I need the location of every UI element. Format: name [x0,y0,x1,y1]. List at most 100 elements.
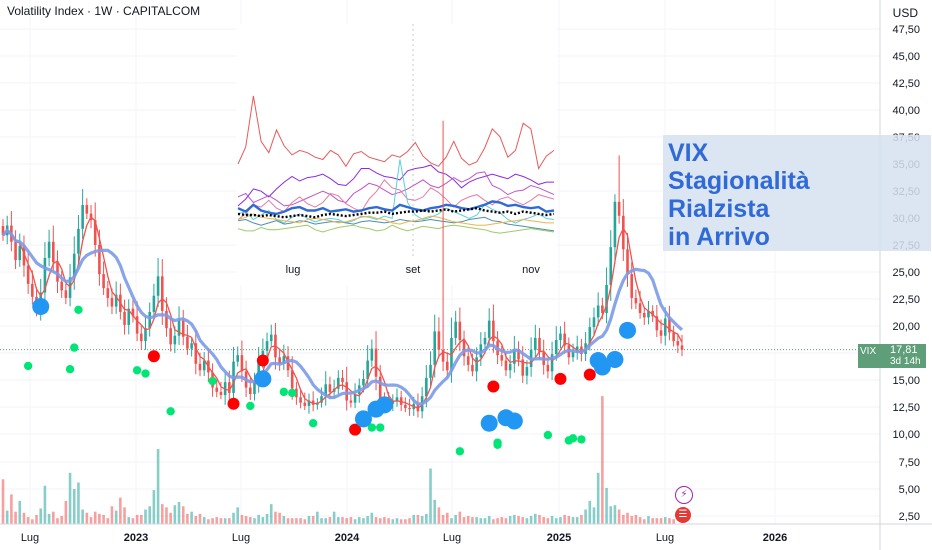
volume-bar [416,514,420,524]
y-tick-label: 10,00 [892,429,920,441]
blue-signal-dot [619,321,637,339]
candle-body [676,341,680,346]
volume-bar [14,511,17,524]
volume-bar [504,518,508,524]
candle-body [391,400,395,404]
price-axis[interactable]: 47,5045,0042,5040,0037,5035,0032,5030,00… [879,0,920,550]
volume-bar [529,516,533,524]
candle-body [680,345,684,350]
volume-bar [592,507,596,524]
seasonal-series-line [237,200,555,216]
candle-body [114,294,118,307]
candle-body [18,246,22,261]
green-signal-dot [166,407,175,416]
volume-bar [211,518,214,524]
candle-body [437,331,441,350]
volume-bar [441,514,445,524]
volume-bar [135,514,139,524]
seasonal-series-line [237,216,555,232]
candle-body [43,257,47,293]
candle-body [72,253,76,278]
y-tick-label: 12,50 [892,402,920,414]
candle-body [181,320,185,337]
green-signal-dot [208,376,217,386]
volume-bar [584,509,587,524]
price-tag-countdown: 3d 14h [890,356,921,367]
green-signal-dot [367,423,377,432]
lightning-icon[interactable]: ⚡ [675,486,693,504]
candle-body [51,241,55,263]
y-tick-label: 40,00 [892,105,920,117]
y-tick-label: 25,00 [892,267,920,279]
candle-body [165,310,168,329]
candle-body [328,384,332,392]
green-signal-dot [455,447,465,456]
volume-bar [81,509,84,524]
candle-body [571,351,575,358]
volume-bar [148,506,151,524]
candle-body [320,396,323,403]
seasonal-series-line [237,95,555,170]
candle-body [466,356,470,365]
volume-bar [487,516,491,524]
volume-bar [290,518,294,524]
annotation-line: in Arrivo [668,223,770,251]
candle-body [546,364,550,372]
candle-body [240,355,244,372]
volume-bar [668,518,671,524]
volume-bar [513,514,516,524]
volume-bar [265,513,269,524]
candle-body [257,360,260,382]
volume-bar [269,504,273,524]
candle-body [190,343,193,349]
candle-body [525,367,529,376]
volume-bar [119,497,122,524]
candle-body [248,387,252,395]
y-tick-label: 45,00 [892,51,920,63]
price-tag[interactable]: VIX 17,81 3d 14h [858,344,926,368]
volume-bar [144,509,147,524]
candle-body [592,317,596,328]
candle-body [626,249,629,275]
volume-bar [475,517,478,524]
currency-label[interactable]: USD [892,6,918,20]
volume-bar [408,518,411,524]
annotation-line: Stagionalità [668,167,810,195]
volume-bar [471,517,474,524]
blue-signal-dot [593,358,611,376]
volume-bar [72,489,76,524]
volume-bar [232,512,235,524]
time-axis[interactable]: Lug 2023 Lug 2024 Lug 2025 Lug 2026 [0,523,932,544]
volume-bar [437,507,441,524]
candle-body [404,404,407,409]
volume-bar [169,512,172,524]
candle-body [475,357,478,372]
chart-title: Volatility Index · 1W · CAPITALCOM [7,4,201,18]
x-tick-label: Lug [443,532,461,544]
volume-bar [387,518,390,524]
us-flag-icon[interactable]: ☰ [675,507,691,523]
x-tick-label: Lug [232,532,250,544]
volume-bar [479,518,483,524]
volume-bar [181,506,185,524]
volume-bar [605,487,608,524]
volume-bar [349,517,353,524]
x-tick-label: 2024 [335,532,360,544]
red-signal-dot [583,368,596,381]
candle-body [458,321,462,341]
candle-body [186,336,189,349]
candle-body [445,361,449,371]
candle-body [425,377,428,397]
candle-body [483,337,487,345]
candle-body [534,337,537,350]
blue-signal-dot [480,414,498,432]
candle-body [219,391,223,396]
volume-bar [567,516,571,524]
candle-body [596,305,600,318]
candle-body [500,355,504,361]
volume-bar [123,507,126,524]
candle-body [538,337,541,352]
red-signal-dot [554,372,567,385]
volume-bar [483,518,487,524]
